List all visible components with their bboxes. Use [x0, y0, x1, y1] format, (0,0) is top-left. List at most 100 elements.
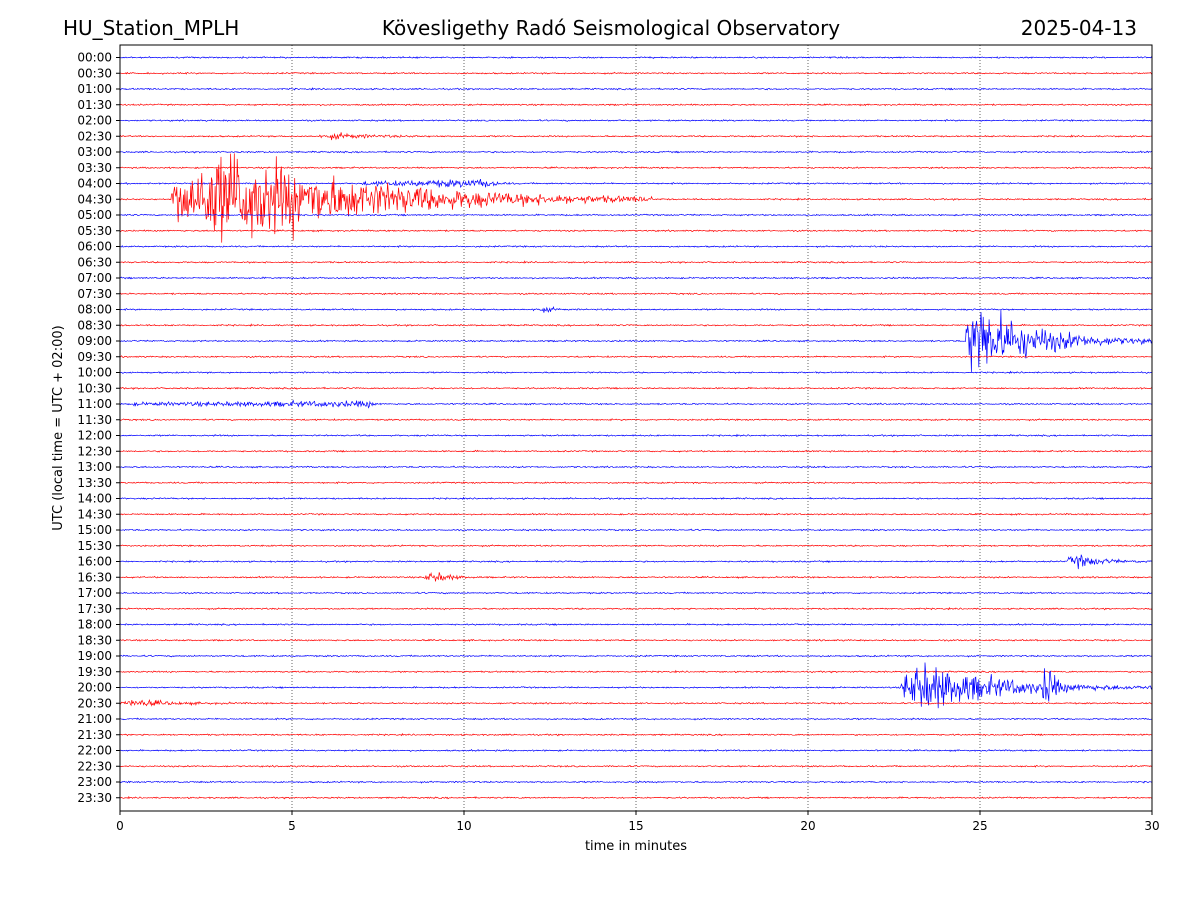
- y-axis-label: UTC (local time = UTC + 02:00): [51, 325, 66, 530]
- y-tick-label: 02:00: [77, 114, 112, 128]
- trace-0500: [119, 213, 1153, 217]
- trace-1630: [120, 572, 1153, 582]
- trace-0030: [119, 71, 1153, 75]
- x-tick-label: 20: [800, 819, 815, 833]
- y-tick-label: 00:30: [77, 66, 112, 80]
- trace-1430: [119, 512, 1153, 516]
- y-tick-label: 15:30: [77, 539, 112, 553]
- x-tick-label: 15: [628, 819, 643, 833]
- y-tick-label: 03:30: [77, 161, 112, 175]
- y-tick-label: 01:00: [77, 82, 112, 96]
- y-tick-label: 21:00: [77, 712, 112, 726]
- trace-0730: [119, 292, 1153, 296]
- y-tick-label: 02:30: [77, 129, 112, 143]
- trace-1400: [119, 496, 1153, 501]
- y-tick-label: 08:00: [77, 303, 112, 317]
- y-tick-label: 07:00: [77, 271, 112, 285]
- y-tick-label: 17:30: [77, 602, 112, 616]
- trace-1330: [119, 481, 1153, 485]
- y-tick-label: 05:00: [77, 208, 112, 222]
- trace-0700: [119, 276, 1153, 280]
- trace-0230: [119, 132, 1153, 141]
- x-tick-label: 0: [116, 819, 124, 833]
- trace-2300: [119, 780, 1153, 784]
- x-tick-label: 25: [972, 819, 987, 833]
- station-name: HU_Station_MPLH: [63, 16, 240, 40]
- y-tick-label: 03:00: [77, 145, 112, 159]
- trace-2330: [119, 795, 1153, 800]
- y-tick-label: 06:30: [77, 255, 112, 269]
- y-tick-label: 17:00: [77, 586, 112, 600]
- trace-1530: [119, 544, 1153, 548]
- y-tick-label: 13:00: [77, 460, 112, 474]
- trace-0330: [119, 166, 1153, 170]
- y-tick-label: 11:30: [77, 413, 112, 427]
- trace-2030: [119, 699, 1153, 707]
- trace-0430: [119, 153, 1153, 243]
- trace-1800: [119, 622, 1153, 627]
- trace-1000: [119, 370, 1152, 375]
- x-tick-label: 10: [456, 819, 471, 833]
- y-tick-label: 20:00: [77, 681, 112, 695]
- date-label: 2025-04-13: [1020, 16, 1137, 40]
- y-tick-label: 19:00: [77, 649, 112, 663]
- trace-0830: [119, 323, 1153, 327]
- y-tick-label: 15:00: [77, 523, 112, 537]
- trace-1730: [119, 606, 1153, 611]
- trace-0630: [119, 260, 1153, 264]
- trace-1600: [119, 554, 1153, 570]
- y-tick-label: 16:00: [77, 555, 112, 569]
- trace-1700: [119, 591, 1153, 595]
- y-tick-label: 12:00: [77, 429, 112, 443]
- y-tick-label: 08:30: [77, 318, 112, 332]
- trace-1930: [119, 669, 1153, 674]
- y-tick-label: 12:30: [77, 444, 112, 458]
- y-tick-label: 06:00: [77, 240, 112, 254]
- y-tick-label: 22:00: [77, 744, 112, 758]
- trace-1830: [119, 638, 1153, 642]
- y-tick-label: 14:30: [77, 507, 112, 521]
- y-tick-label: 11:00: [77, 397, 112, 411]
- trace-1130: [119, 418, 1153, 422]
- y-tick-label: 10:00: [77, 366, 112, 380]
- x-tick-label: 5: [288, 819, 296, 833]
- trace-0800: [119, 306, 1153, 313]
- trace-2100: [119, 717, 1152, 721]
- x-tick-label: 30: [1144, 819, 1159, 833]
- y-tick-label: 23:30: [77, 791, 112, 805]
- y-tick-label: 16:30: [77, 570, 112, 584]
- trace-1900: [119, 654, 1153, 658]
- trace-0530: [119, 229, 1152, 233]
- trace-0000: [119, 55, 1153, 60]
- y-tick-label: 13:30: [77, 476, 112, 490]
- seismic-traces: [119, 55, 1153, 800]
- y-tick-label: 00:00: [77, 51, 112, 65]
- trace-0130: [119, 103, 1153, 107]
- trace-1200: [119, 433, 1153, 438]
- trace-0100: [119, 87, 1153, 91]
- trace-1500: [119, 528, 1153, 532]
- y-tick-label: 14:00: [77, 492, 112, 506]
- trace-2230: [119, 764, 1153, 768]
- trace-2200: [119, 748, 1153, 753]
- x-axis-label: time in minutes: [585, 839, 687, 854]
- trace-2000: [119, 662, 1153, 709]
- trace-1030: [119, 386, 1152, 390]
- y-tick-label: 01:30: [77, 98, 112, 112]
- y-tick-label: 04:00: [77, 177, 112, 191]
- trace-0400: [119, 178, 1153, 189]
- y-tick-label: 04:30: [77, 192, 112, 206]
- y-tick-label: 19:30: [77, 665, 112, 679]
- y-tick-label: 22:30: [77, 759, 112, 773]
- y-tick-label: 23:00: [77, 775, 112, 789]
- trace-0200: [119, 119, 1153, 123]
- trace-0930: [120, 355, 1153, 359]
- y-tick-label: 10:30: [77, 381, 112, 395]
- y-tick-label: 18:00: [77, 618, 112, 632]
- y-tick-label: 09:00: [77, 334, 112, 348]
- grid-lines: [291, 45, 981, 811]
- y-tick-label: 18:30: [77, 633, 112, 647]
- x-tick-labels: 0 5 10 15 20 25 30: [116, 811, 1160, 833]
